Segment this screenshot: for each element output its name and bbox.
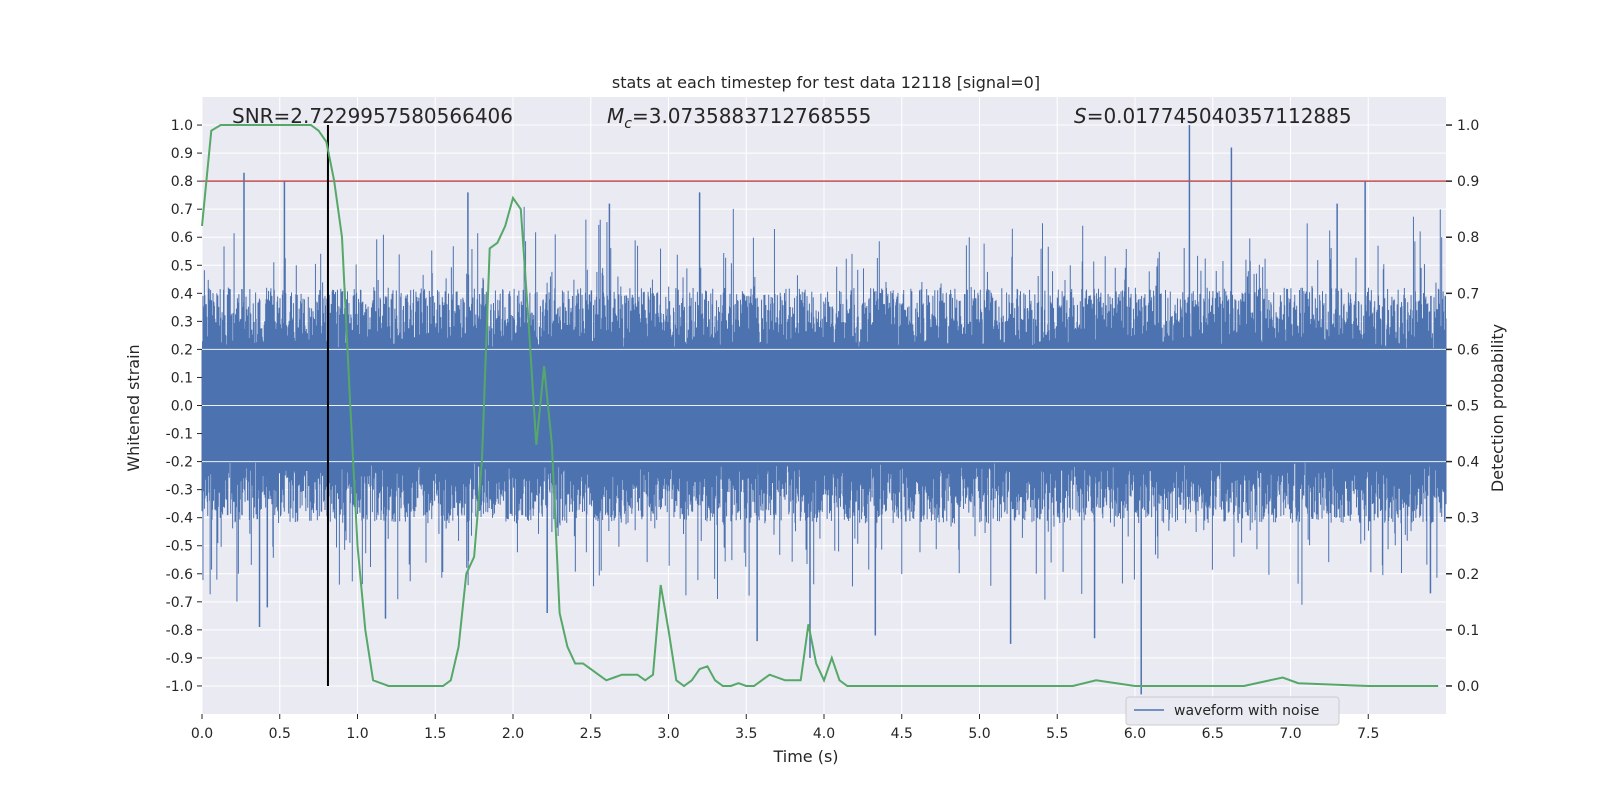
y-right-tick-label: 0.8	[1457, 230, 1479, 246]
y-left-tick-label: -0.1	[166, 427, 193, 443]
s-symbol: S	[1074, 104, 1087, 128]
x-tick-label: 4.5	[891, 726, 913, 742]
y-left-tick-label: -0.6	[166, 567, 193, 583]
y-left-tick-label: -0.2	[166, 455, 193, 471]
snr-annotation: SNR=2.7229957580566406	[232, 104, 513, 128]
chirp-mass-subscript: c	[624, 116, 632, 132]
y-right-tick-label: 0.6	[1457, 342, 1479, 358]
legend-label: waveform with noise	[1174, 703, 1319, 719]
y-left-tick-label: -0.9	[166, 651, 193, 667]
chirp-mass-symbol: M	[607, 104, 624, 128]
y-left-tick-label: 0.8	[171, 174, 193, 190]
chirp-mass-annotation: Mc=3.0735883712768555	[607, 104, 871, 132]
left-axis-label: Whitened strain	[124, 344, 143, 471]
y-left-tick-label: 0.6	[171, 230, 193, 246]
x-tick-label: 3.5	[735, 726, 757, 742]
s-annotation: S=0.017745040357112885	[1074, 104, 1352, 128]
x-tick-label: 6.0	[1124, 726, 1146, 742]
x-tick-label: 4.0	[813, 726, 835, 742]
s-value: =0.017745040357112885	[1087, 104, 1352, 128]
y-left-tick-label: -0.7	[166, 595, 193, 611]
y-left-tick-label: 0.5	[171, 258, 193, 274]
y-left-tick-label: -0.5	[166, 539, 193, 555]
y-left-tick-label: 0.4	[171, 286, 193, 302]
right-axis-label: Detection probability	[1488, 324, 1507, 492]
x-tick-label: 5.0	[968, 726, 990, 742]
y-left-tick-label: -0.8	[166, 623, 193, 639]
chirp-mass-value: =3.0735883712768555	[632, 104, 871, 128]
y-right-tick-label: 0.5	[1457, 399, 1479, 415]
y-left-tick-label: 0.0	[171, 399, 193, 415]
x-tick-label: 7.0	[1279, 726, 1301, 742]
y-right-tick-label: 0.0	[1457, 679, 1479, 695]
y-right-tick-label: 0.9	[1457, 174, 1479, 190]
y-left-tick-label: 0.1	[171, 370, 193, 386]
legend-box	[1125, 696, 1340, 726]
y-right-tick-label: 0.4	[1457, 455, 1479, 471]
y-right-tick-label: 0.1	[1457, 623, 1479, 639]
y-left-tick-label: 0.2	[171, 342, 193, 358]
x-tick-label: 3.0	[657, 726, 679, 742]
y-right-tick-label: 1.0	[1457, 118, 1479, 134]
y-right-tick-label: 0.3	[1457, 511, 1479, 527]
y-left-tick-label: -1.0	[166, 679, 193, 695]
y-left-tick-label: 0.9	[171, 146, 193, 162]
x-tick-label: 7.5	[1357, 726, 1379, 742]
chart-title: stats at each timestep for test data 121…	[612, 73, 1040, 92]
y-left-tick-label: -0.3	[166, 483, 193, 499]
y-right-tick-label: 0.2	[1457, 567, 1479, 583]
y-left-tick-label: -0.4	[166, 511, 193, 527]
x-tick-label: 0.5	[269, 726, 291, 742]
x-tick-label: 5.5	[1046, 726, 1068, 742]
x-axis-label: Time (s)	[772, 747, 838, 766]
y-left-tick-label: 0.3	[171, 314, 193, 330]
legend: waveform with noise	[1125, 696, 1340, 726]
x-tick-label: 2.5	[580, 726, 602, 742]
y-right-tick-label: 0.7	[1457, 286, 1479, 302]
x-tick-label: 2.0	[502, 726, 524, 742]
y-left-tick-label: 0.7	[171, 202, 193, 218]
detection-probability-line	[201, 124, 1439, 688]
x-tick-label: 0.0	[191, 726, 213, 742]
x-tick-label: 1.0	[346, 726, 368, 742]
x-tick-label: 6.5	[1202, 726, 1224, 742]
x-tick-label: 1.5	[424, 726, 446, 742]
y-left-tick-label: 1.0	[171, 118, 193, 134]
